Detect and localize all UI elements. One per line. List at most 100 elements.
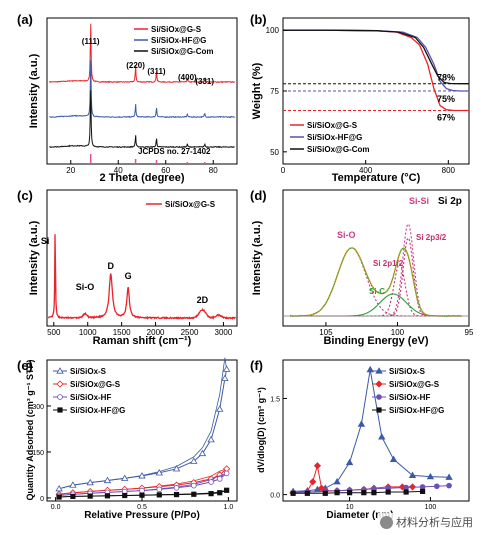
panel-e-isotherms xyxy=(55,357,231,500)
panel-d-x-ticks: 105 100 95 xyxy=(319,322,474,337)
panel-a-x-label: 2 Theta (degree) xyxy=(100,172,185,184)
isotherm-point-3-5 xyxy=(139,487,145,494)
panel-f: (f) 10 100 0.0 1.5 Si/SiOx-S Si/SiOx@G-S Si… xyxy=(250,358,470,521)
raman-peak-label-0: Si xyxy=(41,236,50,246)
panel-b-lines xyxy=(283,29,469,112)
psd-point-1-4 xyxy=(333,477,341,485)
c-x-tick-label-5: 3000 xyxy=(215,328,233,337)
e-x-tick-label-2: 1.0 xyxy=(223,504,233,511)
isotherm-point-3-7 xyxy=(173,485,180,491)
raman-peak-label-1: Si-O xyxy=(76,282,95,292)
panel-a-lines xyxy=(48,23,235,164)
legend-e-marker-4 xyxy=(57,407,63,413)
panel-a-frame xyxy=(46,17,238,165)
isotherm-point-4-3 xyxy=(104,493,111,499)
psd-point-4-6 xyxy=(371,490,377,496)
legend-f-marker-1 xyxy=(375,367,383,374)
isotherm-point-1-12 xyxy=(221,374,229,381)
legend-e-marker-1 xyxy=(56,367,64,374)
b-y-tick-label-2: 100 xyxy=(266,26,280,35)
isotherm-point-4-0 xyxy=(56,494,62,500)
panel-d-y-label: Intensity (a.u.) xyxy=(251,220,263,295)
e-x-tick-label-1: 0.5 xyxy=(137,504,147,511)
legend-e-entry-4: Si/SiOx-HF@G xyxy=(70,406,125,415)
xrd-line-2 xyxy=(49,60,235,119)
isotherm-point-4-9 xyxy=(208,491,214,497)
legend-c-entry-1: Si/SiOx@G-S xyxy=(165,200,216,209)
isotherm-point-4-8 xyxy=(191,491,197,497)
legend-f-entry-1: Si/SiOx-S xyxy=(389,367,426,376)
annotation-3: 67% xyxy=(437,112,455,122)
psd-point-1-12 xyxy=(445,473,453,480)
panel-d-label: (d) xyxy=(250,188,267,203)
isotherm-point-4-7 xyxy=(173,491,180,498)
e-y-tick-label-1: 150 xyxy=(32,450,44,457)
a-x-tick-label-0: 20 xyxy=(66,166,75,175)
psd-point-1-6 xyxy=(357,420,366,427)
psd-point-1-9 xyxy=(389,455,398,462)
isotherm-point-1-1 xyxy=(69,481,77,488)
isotherm-point-1-10 xyxy=(207,435,215,443)
isotherm-point-3-8 xyxy=(191,482,197,489)
panel-b-annotations: 78% 75% 67% xyxy=(437,73,455,123)
legend-e-entry-2: Si/SiOx@G-S xyxy=(70,380,121,389)
panel-e-y-label: Quantity Adsorbed (cm³ g⁻¹ STP) xyxy=(25,360,35,501)
legend-b-entry-1: Si/SiOx@G-S xyxy=(307,121,358,130)
panel-d-fit-curves xyxy=(283,223,469,318)
legend-a-entry-2: Si/SiOx-HF@G xyxy=(151,36,206,45)
legend-b-entry-2: Si/SiOx-HF@G xyxy=(307,133,362,142)
panel-e-ticks: 0.0 0.5 1.0 0 150 300 xyxy=(32,404,233,511)
isotherm-point-3-9 xyxy=(208,479,214,485)
psd-line-2 xyxy=(293,465,413,494)
psd-point-4-5 xyxy=(361,490,367,496)
psd-point-1-8 xyxy=(378,433,386,440)
b-y-tick-label-0: 50 xyxy=(270,148,279,157)
panel-b-x-label: Temperature (°C) xyxy=(332,172,421,184)
legend-e-marker-2 xyxy=(56,380,64,388)
psd-point-2-3 xyxy=(313,462,321,470)
psd-point-4-0 xyxy=(290,490,296,496)
psd-point-4-1 xyxy=(304,490,310,496)
isotherm-point-4-1 xyxy=(70,493,76,500)
isotherm-point-3-10 xyxy=(216,476,223,482)
legend-f-marker-4 xyxy=(376,407,382,413)
panel-d-title: Si 2p xyxy=(438,196,462,207)
peak-label-si-c: Si-C xyxy=(369,287,385,296)
panel-c: (c) 500 1000 1500 2000 2500 3000 Si Si-O DG 2D S… xyxy=(17,188,238,347)
psd-point-4-3 xyxy=(334,490,340,496)
panel-a-label: (a) xyxy=(17,12,33,27)
peak-label-si2p12: Si 2p1/2 xyxy=(373,259,404,268)
c-x-tick-label-1: 1000 xyxy=(79,328,97,337)
panel-b-y-label: Weight (%) xyxy=(251,62,263,119)
isotherm-point-1-3 xyxy=(103,476,112,484)
panel-c-label: (c) xyxy=(17,188,33,203)
f-y-tick-label-0: 0.0 xyxy=(270,493,280,500)
legend-e-entry-3: Si/SiOx-HF xyxy=(70,393,111,402)
isotherm-desorption-1 xyxy=(58,357,227,490)
f-y-tick-label-1: 1.5 xyxy=(270,396,280,403)
panel-d: (d) 105 100 95 Si 2p Si-O Si 2p1/2 Si-C Si… xyxy=(250,188,474,347)
panel-a: (a) 20 40 60 80 (111) (220)(311) (400)(331) S… xyxy=(17,12,238,184)
panel-c-frame xyxy=(46,189,238,327)
psd-point-4-9 xyxy=(419,488,426,494)
isotherm-point-1-8 xyxy=(190,457,198,464)
isotherm-point-3-11 xyxy=(223,470,230,477)
panel-f-label: (f) xyxy=(250,358,263,373)
isotherm-point-1-5 xyxy=(138,472,146,479)
panel-e-label: (e) xyxy=(17,358,33,373)
panel-a-peak-labels: (111) (220)(311) (400)(331) xyxy=(82,37,215,86)
panel-a-y-label: Intensity (a.u.) xyxy=(28,53,40,128)
b-y-tick-label-1: 75 xyxy=(270,87,279,96)
isotherm-desorption-3 xyxy=(59,473,227,496)
psd-point-3-11 xyxy=(446,482,452,489)
panel-e: (e) 0.0 0.5 1.0 0 150 300 Si/SiOx-S Si/SiOx@G… xyxy=(17,357,238,521)
panel-b-reference-lines xyxy=(283,83,469,111)
e-x-tick-label-0: 0.0 xyxy=(51,504,61,511)
psd-point-1-11 xyxy=(426,472,435,480)
panel-a-legend: Si/SiOx@G-S Si/SiOx-HF@G Si/SiOx@G-Com xyxy=(134,25,213,56)
d-x-tick-label-2: 95 xyxy=(465,328,474,337)
psd-point-4-2 xyxy=(322,490,328,496)
tga-line-3 xyxy=(283,29,469,85)
legend-f-entry-3: Si/SiOx-HF xyxy=(389,393,430,402)
peak-label-2: (311) xyxy=(147,67,166,76)
